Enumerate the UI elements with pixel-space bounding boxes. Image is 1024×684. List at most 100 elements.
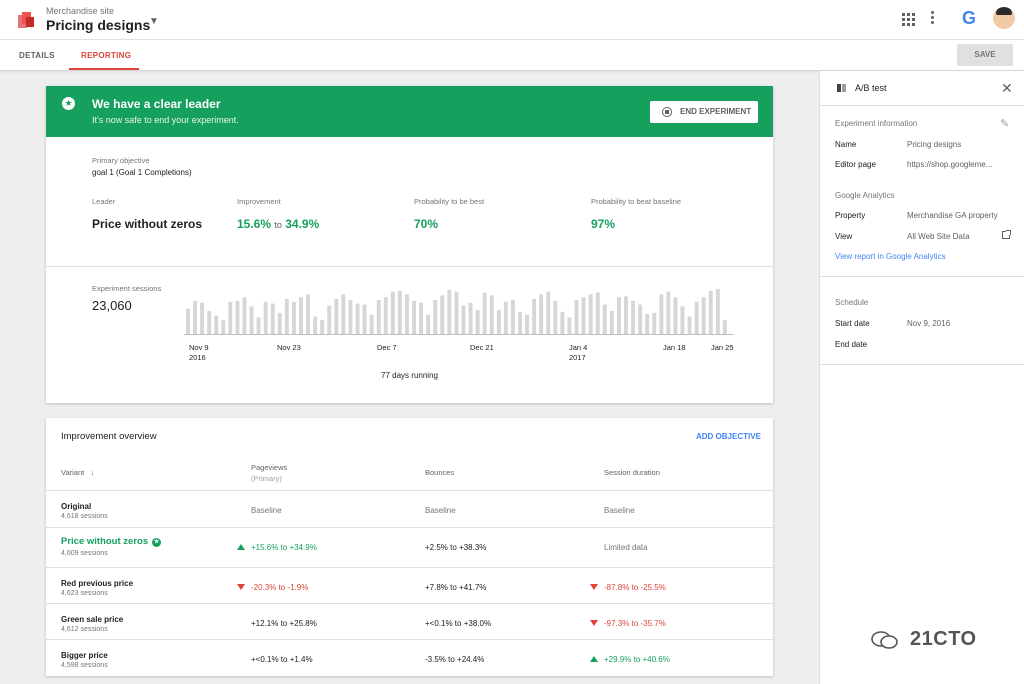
variant-sessions: 4,609 sessions (61, 550, 108, 557)
open-in-new-icon[interactable] (1002, 230, 1011, 239)
apps-grid-icon[interactable] (902, 13, 915, 26)
session-bar (369, 314, 374, 334)
end-experiment-button[interactable]: END EXPERIMENT (650, 101, 758, 123)
edit-pencil-icon[interactable]: ✎ (1000, 118, 1010, 130)
end-date-key: End date (835, 340, 868, 349)
bounces-column-header: Bounces (425, 468, 455, 477)
session-bar (546, 291, 551, 334)
session-bar (475, 310, 480, 334)
prob-best-value: 70% (414, 217, 439, 231)
improvement-low: 15.6% (237, 217, 272, 231)
stop-icon (662, 107, 672, 117)
name-value: Pricing designs (907, 140, 962, 149)
session-bar (433, 300, 438, 334)
session-bar (397, 290, 402, 334)
session-bar (581, 297, 586, 334)
sessions-bar-chart (184, 288, 734, 335)
session-bar (390, 291, 395, 334)
improvement-value: 15.6% to 34.9% (237, 217, 319, 231)
editor-page-key: Editor page (835, 160, 876, 169)
session-bar (518, 311, 522, 334)
session-bar (461, 305, 466, 334)
tab-bar: DETAILS REPORTING (0, 40, 1024, 71)
x-tick-label: Nov 23 (277, 343, 301, 352)
variant-header-label: Variant (61, 468, 85, 477)
session-bar (313, 316, 318, 334)
session-bar (468, 302, 473, 334)
variant-sessions: 4,612 sessions (61, 626, 108, 633)
save-button[interactable]: SAVE (957, 44, 1013, 66)
page-title[interactable]: Pricing designs (46, 17, 151, 33)
more-vert-icon[interactable] (931, 11, 935, 27)
tab-reporting[interactable]: REPORTING (81, 51, 132, 60)
variant-name: Green sale price (61, 615, 124, 624)
ab-test-icon (837, 84, 846, 92)
x-tick-label: Jan 25 (711, 343, 734, 352)
session-bar (207, 311, 212, 334)
add-objective-button[interactable]: ADD OBJECTIVE (696, 432, 761, 441)
session-bar (511, 300, 515, 334)
primary-objective-label: Primary objective (92, 156, 150, 165)
view-report-link[interactable]: View report in Google Analytics (835, 252, 946, 261)
session-bar (666, 291, 671, 334)
divider (46, 266, 773, 267)
session-bar (362, 304, 367, 334)
session-bar (447, 289, 452, 334)
google-analytics-heading: Google Analytics (835, 191, 895, 200)
duration-cell: -97.3% to -35.7% (590, 619, 666, 628)
session-bar (263, 301, 268, 334)
duration-value: -97.3% to -35.7% (604, 619, 666, 628)
session-bar (617, 297, 621, 334)
table-row[interactable]: Green sale price 4,612 sessions +12.1% t… (46, 603, 773, 639)
session-bar (348, 300, 353, 334)
table-row[interactable]: Bigger price 4,598 sessions +<0.1% to +1… (46, 639, 773, 675)
banner-subtitle: It's now safe to end your experiment. (92, 115, 239, 125)
session-bar (722, 320, 727, 334)
x-tick-label: Jan 18 (663, 343, 686, 352)
session-bar (609, 311, 614, 334)
session-bar (270, 303, 275, 334)
duration-value: -87.8% to -25.5% (604, 583, 666, 592)
property-key: Property (835, 211, 866, 220)
session-bar (539, 294, 544, 334)
session-bar (574, 300, 579, 334)
variant-sessions: 4,598 sessions (61, 662, 108, 669)
session-bar (560, 311, 565, 334)
close-icon[interactable]: ✕ (1001, 80, 1013, 96)
session-bar (595, 292, 600, 334)
end-experiment-label: END EXPERIMENT (680, 107, 752, 116)
x-tick-label: Jan 4 (569, 343, 588, 352)
session-bar (680, 306, 685, 334)
table-row[interactable]: Original 4,618 sessions Baseline Baselin… (46, 490, 773, 526)
session-bar (320, 320, 325, 334)
google-icon[interactable]: G (962, 8, 977, 28)
chevron-down-icon[interactable]: ▼ (149, 16, 159, 27)
table-row[interactable]: Red previous price 4,623 sessions -20.3%… (46, 567, 773, 603)
leader-star-icon: ★ (152, 538, 162, 547)
x-tick-label: Dec 21 (470, 343, 494, 352)
variant-column-header[interactable]: Variant ↓ (61, 468, 94, 477)
view-key: View (835, 232, 853, 241)
duration-cell: Limited data (604, 543, 648, 552)
variant-sessions: 4,618 sessions (61, 513, 108, 520)
prob-baseline-value: 97% (591, 217, 616, 231)
prob-baseline-label: Probability to beat baseline (591, 197, 682, 206)
editor-page-value: https://shop.googleme... (907, 160, 993, 169)
tab-details[interactable]: DETAILS (19, 51, 55, 60)
table-row[interactable]: Price without zeros ★ 4,609 sessions +15.… (46, 527, 773, 567)
session-bar (341, 294, 346, 334)
session-bar (214, 315, 219, 334)
session-bar (525, 314, 529, 334)
session-bar (419, 302, 423, 334)
schedule-heading: Schedule (835, 298, 869, 307)
bounces-cell: +<0.1% to +38.0% (425, 619, 492, 628)
session-bar (249, 306, 254, 334)
x-tick-year: 2017 (569, 353, 586, 362)
session-bar (659, 294, 664, 334)
session-bar (673, 297, 678, 334)
session-bar (440, 295, 445, 334)
experiment-summary-card: ★ We have a clear leader It's now safe t… (46, 86, 773, 403)
session-bar (284, 299, 289, 334)
panel-title: A/B test (855, 83, 887, 93)
avatar[interactable] (993, 7, 1015, 29)
